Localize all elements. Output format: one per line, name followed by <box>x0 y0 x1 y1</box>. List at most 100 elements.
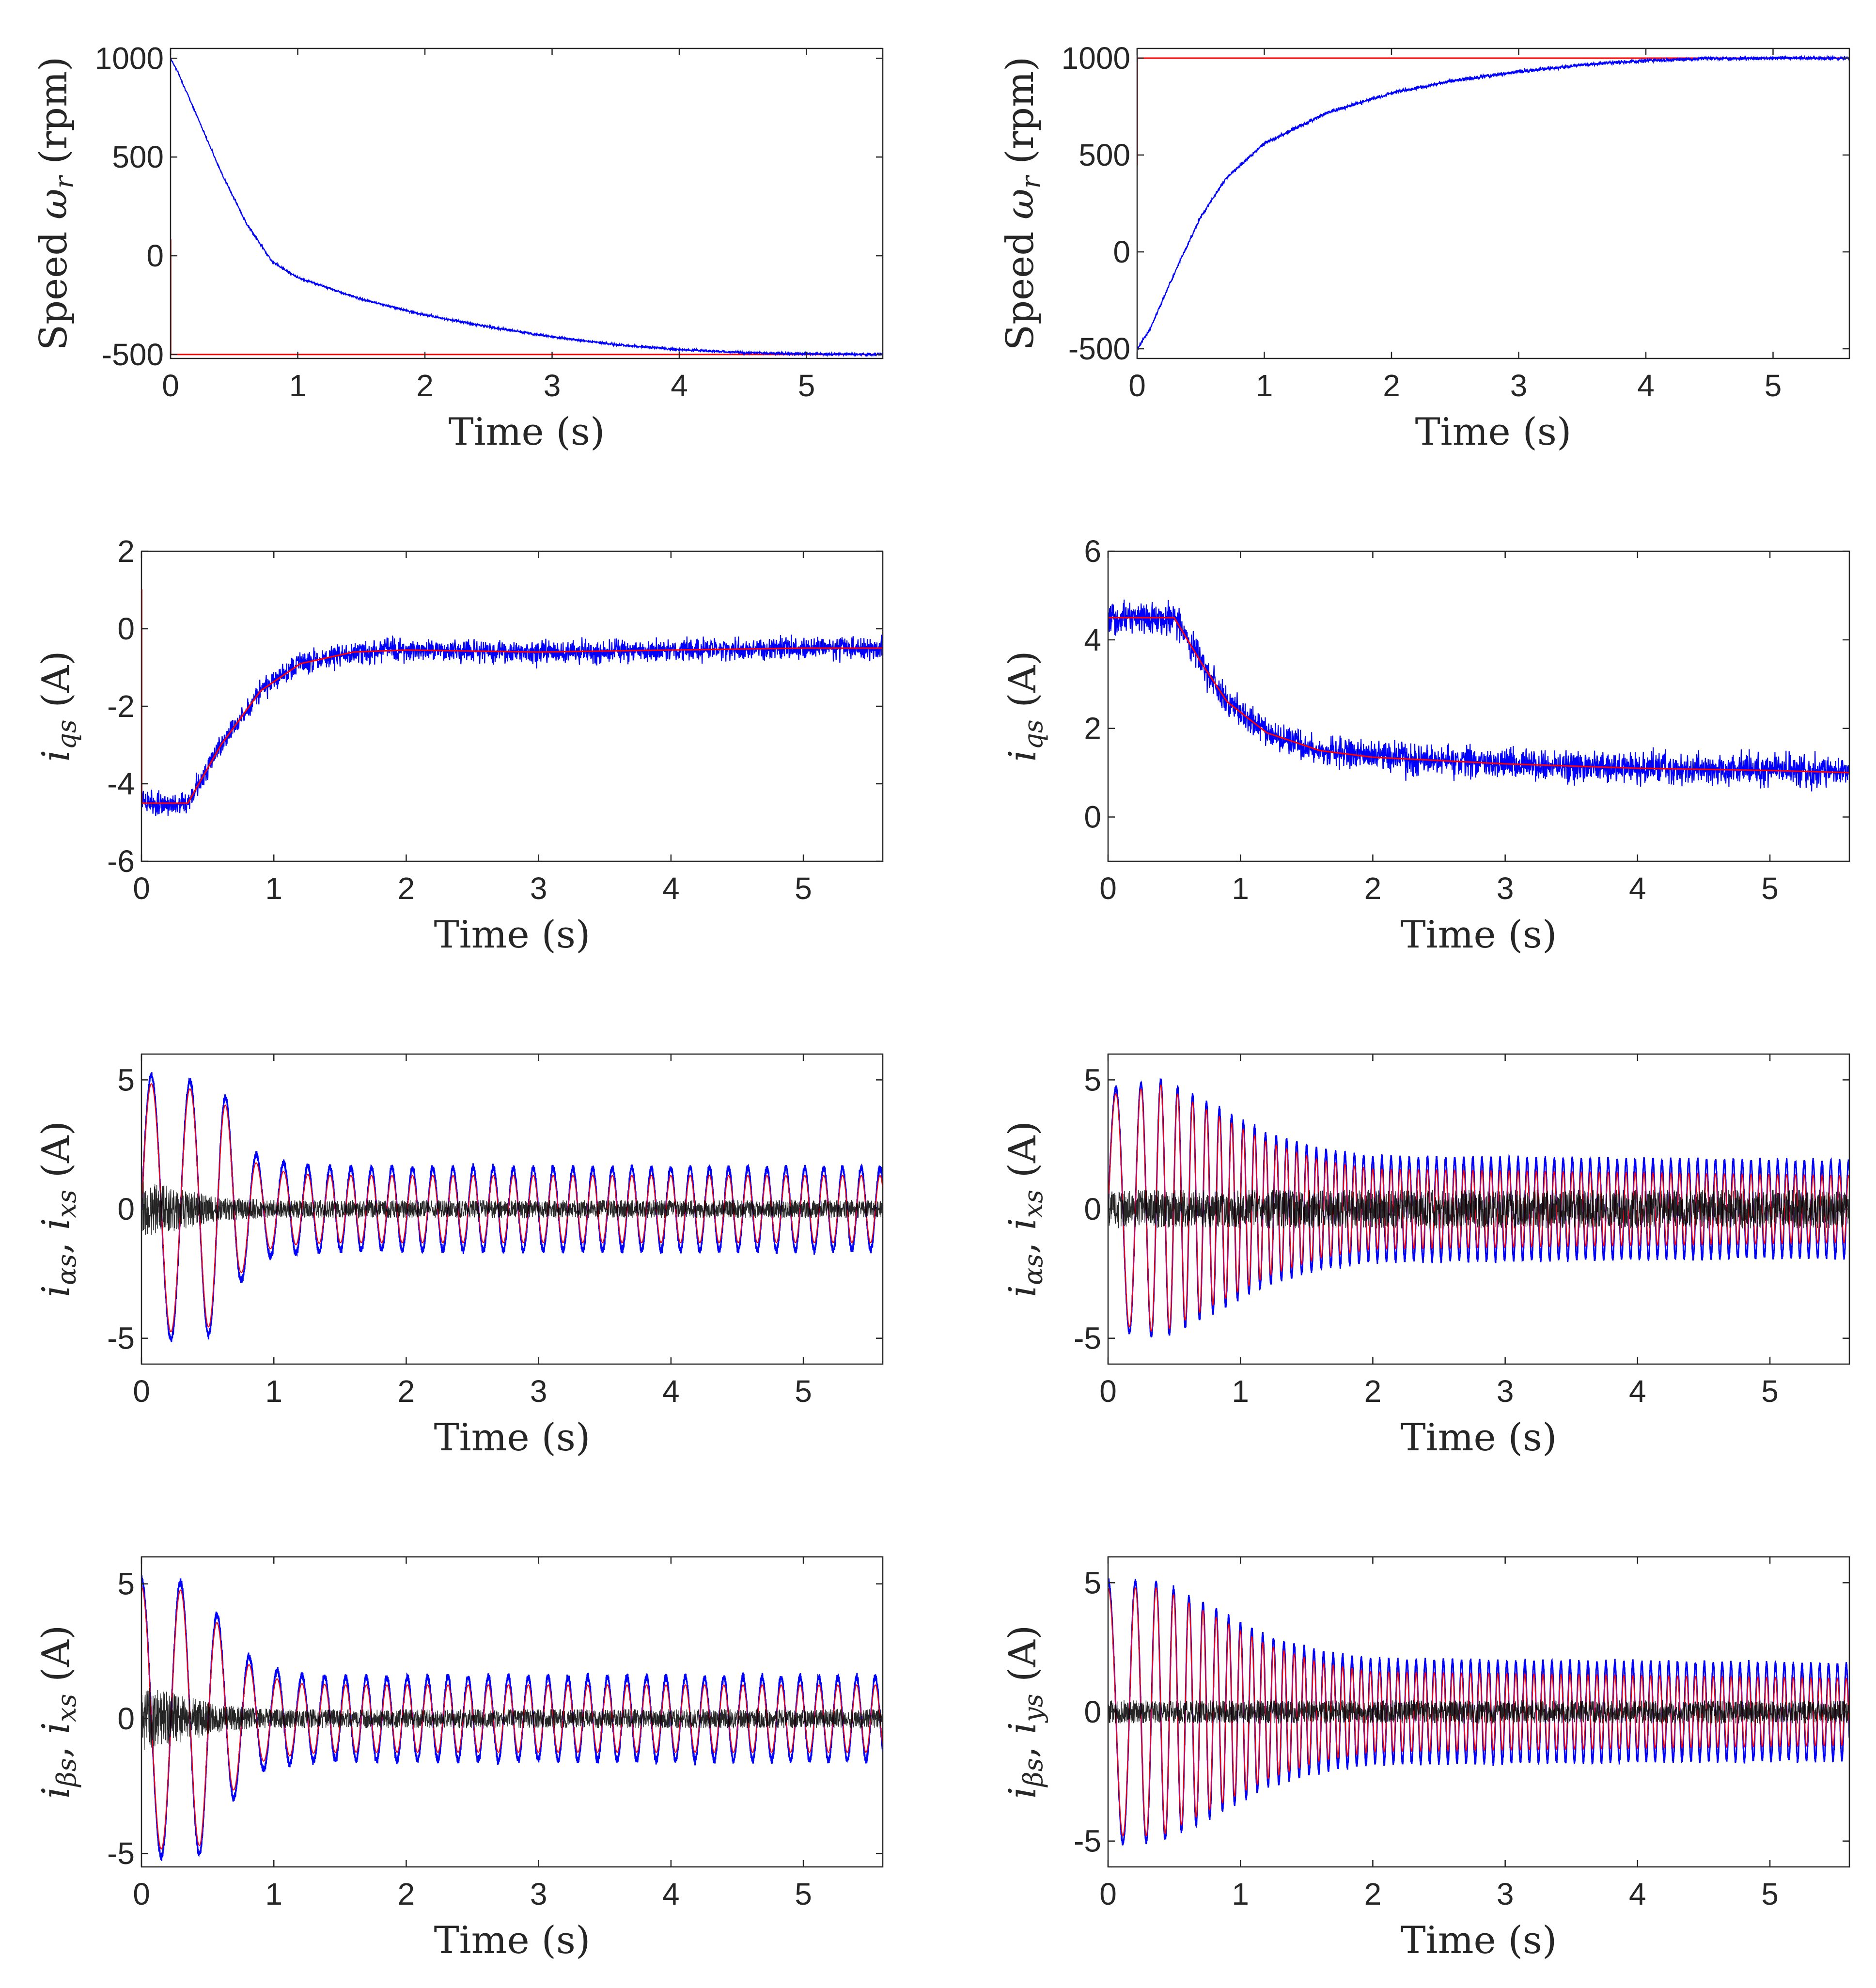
series-reference <box>141 1586 883 1849</box>
x-tick-label: 4 <box>1629 871 1646 906</box>
x-tick-label: 3 <box>1510 368 1528 403</box>
x-tick-label: 3 <box>544 368 561 403</box>
series-reference <box>141 589 883 804</box>
y-axis-label: iqs (A) <box>34 651 82 761</box>
plot-area <box>1108 599 1849 792</box>
series-reference <box>171 239 883 356</box>
plot-area <box>1108 1077 1849 1337</box>
x-axis-label: Time (s) <box>1415 410 1572 454</box>
series-reference <box>1108 617 1849 774</box>
series-measured <box>1137 54 1849 351</box>
y-tick-label: -4 <box>107 766 135 801</box>
x-tick-label: 4 <box>662 871 680 906</box>
chart-ialpha-left: 0 1 2 3 4 5 -5 0 5 Time (s) iαs, ixs (A) <box>34 1053 884 1460</box>
x-tick-label: 5 <box>795 871 812 906</box>
chart-ibeta-left: 0 1 2 3 4 5 -5 0 5 Time (s) iβs, ixs (A) <box>34 1556 884 1962</box>
y-tick-label: -500 <box>1068 331 1130 366</box>
x-tick-label: 0 <box>1099 1374 1117 1409</box>
axes-frame <box>170 47 884 359</box>
y-tick-label: 1000 <box>95 41 164 76</box>
y-tick-label: 0 <box>117 1192 135 1227</box>
x-tick-label: 2 <box>1383 368 1400 403</box>
series-measured <box>141 635 883 816</box>
x-tick-label: 3 <box>1497 1374 1514 1409</box>
x-tick-label: 0 <box>133 1877 150 1911</box>
x-tick-label: 1 <box>1232 871 1249 906</box>
y-tick-label: -5 <box>1074 1824 1101 1859</box>
y-axis-label: Speed ωr (rpm) <box>999 57 1046 351</box>
x-tick-label: 5 <box>795 1374 812 1409</box>
y-tick-label: 2 <box>117 534 135 569</box>
series-secondary <box>1108 1189 1849 1228</box>
x-tick-label: 0 <box>133 871 150 906</box>
x-tick-label: 0 <box>1128 368 1146 403</box>
series-secondary <box>141 1181 883 1235</box>
y-tick-label: 0 <box>1084 800 1101 835</box>
y-tick-label: 5 <box>1084 1062 1101 1097</box>
y-axis-label: iqs (A) <box>1001 651 1048 761</box>
y-tick-label: 4 <box>1084 622 1101 657</box>
axes-frame <box>1107 550 1850 862</box>
x-tick-label: 1 <box>1232 1877 1249 1911</box>
series-reference <box>141 1083 883 1333</box>
x-tick-label: 4 <box>1629 1374 1646 1409</box>
y-tick-label: -500 <box>102 337 164 372</box>
x-tick-label: 4 <box>662 1877 680 1911</box>
y-tick-label: 0 <box>117 1701 135 1736</box>
x-axis-label: Time (s) <box>434 913 591 957</box>
y-axis-label: iαs, ixs (A) <box>1001 1121 1048 1297</box>
series-secondary <box>141 1688 883 1750</box>
axes-frame <box>141 1556 884 1868</box>
y-tick-label: 6 <box>1084 534 1101 569</box>
y-tick-label: 500 <box>1079 138 1130 172</box>
x-tick-label: 1 <box>1256 368 1273 403</box>
series-secondary <box>1108 1699 1849 1724</box>
axes-frame <box>1136 47 1850 359</box>
chart-ibeta-right: 0 1 2 3 4 5 -5 0 5 Time (s) iβs, iys (A) <box>1001 1556 1850 1962</box>
chart-iqs-left: 0 1 2 3 4 5 -6 -4 -2 0 2 Time (s) iqs (A) <box>34 534 884 957</box>
x-tick-label: 2 <box>1364 871 1382 906</box>
x-tick-label: 4 <box>1629 1877 1646 1911</box>
x-tick-label: 2 <box>398 1877 415 1911</box>
x-tick-label: 3 <box>1497 1877 1514 1911</box>
y-tick-label: 5 <box>1084 1565 1101 1600</box>
chart-iqs-right: 0 1 2 3 4 5 0 2 4 6 Time (s) iqs (A) <box>1001 534 1850 957</box>
x-tick-label: 0 <box>162 368 179 403</box>
plot-area <box>141 1575 883 1861</box>
x-tick-label: 5 <box>1761 1877 1779 1911</box>
y-axis-label: iβs, iys (A) <box>1001 1625 1048 1799</box>
x-axis-label: Time (s) <box>1401 1919 1557 1962</box>
x-axis-label: Time (s) <box>434 1416 591 1460</box>
y-tick-label: 0 <box>117 611 135 646</box>
x-tick-label: 1 <box>265 1374 282 1409</box>
plot-area <box>141 589 883 816</box>
y-tick-label: -6 <box>107 844 135 879</box>
x-axis-label: Time (s) <box>1401 913 1557 957</box>
y-axis-label: iβs, ixs (A) <box>34 1625 82 1799</box>
x-tick-label: 0 <box>1099 1877 1117 1911</box>
x-tick-label: 3 <box>530 1374 547 1409</box>
y-tick-label: -2 <box>107 689 135 724</box>
x-tick-label: 5 <box>798 368 815 403</box>
x-tick-label: 2 <box>416 368 434 403</box>
y-tick-label: 5 <box>117 1567 135 1601</box>
y-tick-label: -5 <box>1074 1321 1101 1356</box>
x-tick-label: 2 <box>398 1374 415 1409</box>
chart-ialpha-right: 0 1 2 3 4 5 -5 0 5 Time (s) iαs, ixs (A) <box>1001 1053 1850 1460</box>
y-tick-label: -5 <box>107 1321 135 1356</box>
x-tick-label: 3 <box>530 1877 547 1911</box>
x-tick-label: 2 <box>1364 1877 1382 1911</box>
plot-area <box>1137 54 1849 351</box>
y-tick-label: 0 <box>1084 1694 1101 1729</box>
x-tick-label: 4 <box>1637 368 1655 403</box>
x-tick-label: 0 <box>1099 871 1117 906</box>
series-measured <box>171 58 883 358</box>
x-tick-label: 1 <box>265 871 282 906</box>
x-tick-label: 2 <box>1364 1374 1382 1409</box>
y-axis-label: iαs, ixs (A) <box>34 1121 82 1297</box>
x-tick-label: 5 <box>795 1877 812 1911</box>
y-axis-label: Speed ωr (rpm) <box>32 57 79 351</box>
